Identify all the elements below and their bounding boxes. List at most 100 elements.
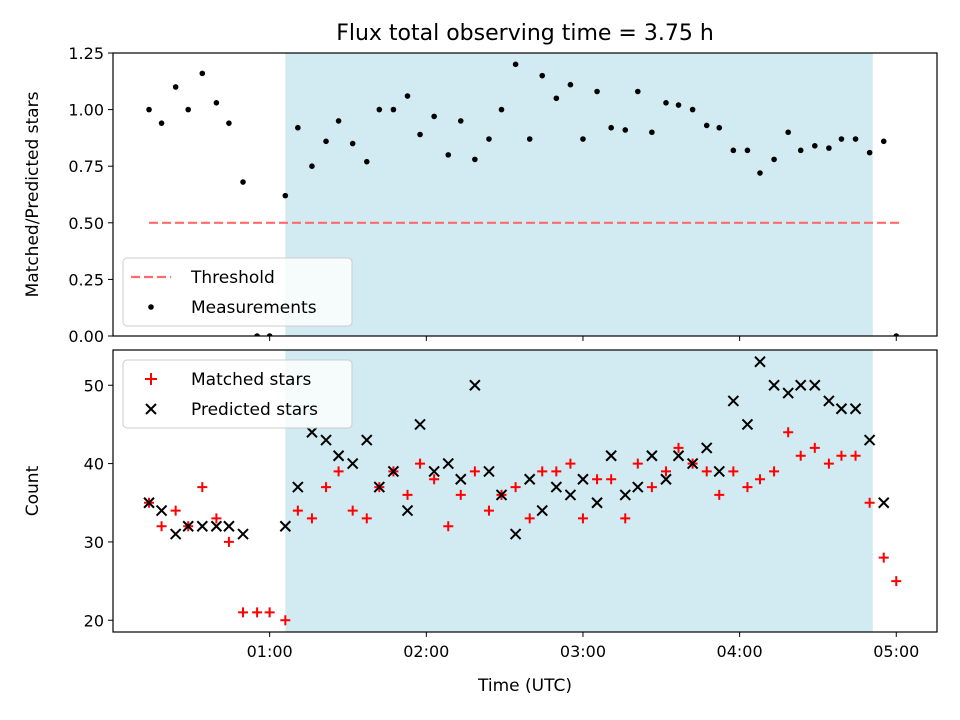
- matched-stars-point: [701, 466, 712, 477]
- matched-stars-point: [728, 466, 739, 477]
- predicted-stars-point: [442, 457, 454, 470]
- matched-stars-point: [211, 513, 222, 524]
- matched-stars-point: [347, 505, 358, 516]
- predicted-stars-point: [536, 504, 548, 517]
- predicted-stars-point: [701, 442, 713, 454]
- x-tick-label: 05:00: [873, 642, 919, 661]
- matched-stars-point: [660, 466, 671, 477]
- measurements-point: [893, 333, 900, 336]
- matched-stars-point: [714, 489, 725, 500]
- predicted-stars-point: [686, 457, 699, 470]
- measurements-point: [512, 61, 519, 68]
- y-tick-label: 20: [84, 611, 104, 630]
- predicted-stars-point: [428, 465, 440, 478]
- predicted-stars-point: [292, 481, 304, 493]
- predicted-stars-point: [768, 379, 780, 391]
- measurements-point: [785, 129, 791, 136]
- measurements-point: [486, 136, 492, 142]
- predicted-stars-point: [169, 528, 182, 540]
- matched-stars-point: [402, 489, 413, 500]
- matched-stars-point: [606, 474, 617, 485]
- x-axis-label: Time (UTC): [477, 676, 572, 696]
- matched-stars-point: [333, 466, 344, 477]
- measurements-point: [185, 106, 191, 113]
- matched-stars-point: [565, 458, 576, 469]
- matched-stars-point: [469, 466, 480, 477]
- matched-stars-point: [864, 497, 875, 508]
- predicted-stars-point: [646, 450, 658, 462]
- matched-stars-point: [306, 513, 317, 524]
- x-tick-label: 04:00: [717, 642, 763, 661]
- matched-stars-point: [620, 513, 631, 524]
- matched-stars-point: [769, 466, 780, 477]
- y-axis-label: Matched/Predicted stars: [23, 91, 43, 297]
- predicted-stars-point: [849, 403, 862, 415]
- measurements-point: [404, 93, 411, 99]
- matched-stars-point: [754, 474, 765, 485]
- predicted-stars-point: [237, 528, 249, 540]
- measurements-point: [0, 333, 3, 339]
- count-panel: 20 30 40 50 01:00 02:00 03:00 04:00 05:00 Count Ma…: [23, 349, 938, 661]
- y-tick-label: 1.25: [68, 44, 104, 63]
- matched-stars-legend-marker: [145, 373, 157, 385]
- measurements-point: [594, 88, 600, 95]
- predicted-stars-point: [361, 434, 373, 446]
- y-tick-label: 0.25: [68, 270, 104, 289]
- predicted-stars-point: [741, 418, 754, 431]
- measurements-point: [703, 122, 710, 129]
- predicted-stars-point: [414, 418, 426, 431]
- matched-stars-point: [429, 474, 440, 485]
- measurements-point: [199, 70, 206, 77]
- predicted-stars-point: [210, 520, 223, 532]
- measurements-point: [376, 106, 383, 113]
- predicted-stars-point: [196, 520, 209, 532]
- predicted-stars-point: [577, 473, 589, 485]
- measurements-legend-marker: [148, 304, 154, 310]
- predicted-stars-point: [550, 481, 563, 493]
- matched-stars-point: [510, 482, 521, 493]
- measurements-point: [675, 102, 682, 108]
- predicted-stars-point: [223, 520, 235, 532]
- predicted-stars-point: [143, 497, 155, 509]
- matched-stars-point: [264, 607, 275, 618]
- measurements-point: [608, 124, 614, 131]
- measurements-point: [880, 138, 887, 145]
- predicted-stars-point: [823, 395, 835, 407]
- measurements-point: [797, 147, 804, 154]
- measurements-point: [553, 95, 560, 102]
- predicted-stars-point: [346, 457, 359, 470]
- predicted-stars-point: [632, 481, 644, 493]
- measurements-point: [526, 136, 533, 142]
- axes-frame: [112, 52, 938, 337]
- matched-stars-legend-label: Matched stars: [191, 370, 311, 390]
- predicted-stars-point: [727, 395, 740, 407]
- y-tick-label: 0.50: [68, 214, 104, 233]
- matched-stars-point: [809, 442, 820, 453]
- measurements-point: [663, 100, 669, 106]
- predicted-stars-point: [155, 504, 168, 517]
- predicted-stars-point: [878, 497, 890, 509]
- measurements-point: [866, 149, 873, 156]
- measurements-point: [539, 72, 546, 79]
- measurements-point: [266, 333, 273, 336]
- legend-box: [122, 359, 353, 429]
- predicted-stars-point: [619, 489, 631, 501]
- predicted-stars-point: [754, 356, 766, 368]
- threshold-legend-label: Threshold: [190, 268, 275, 288]
- ratio-panel: 0.00 0.25 0.50 0.75 1.00 1.25 Matched/Predicte…: [0, 44, 938, 346]
- matched-stars-point: [836, 450, 847, 461]
- measurements-point: [771, 156, 777, 163]
- legend-box: [122, 257, 353, 327]
- predicted-stars-legend-marker: [145, 403, 157, 415]
- y-tick-label: 30: [84, 533, 104, 552]
- measurements-point: [812, 143, 818, 149]
- measurements-point: [445, 152, 452, 158]
- predicted-stars-point: [835, 403, 848, 415]
- measurements-point: [309, 163, 315, 169]
- measurements-point: [757, 170, 763, 176]
- predicted-stars-point: [373, 481, 386, 493]
- measurements-point: [838, 136, 845, 142]
- matched-stars-point: [156, 521, 167, 532]
- matched-stars-point: [238, 607, 249, 618]
